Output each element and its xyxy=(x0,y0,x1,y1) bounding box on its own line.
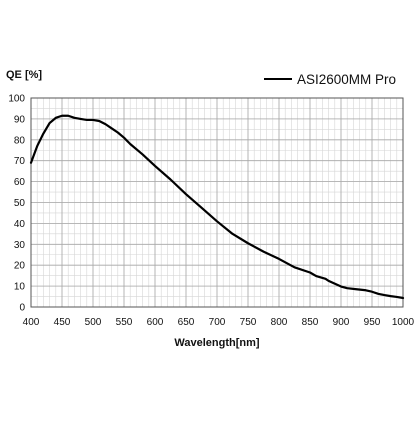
x-tick-label: 900 xyxy=(333,317,350,328)
x-tick-label: 450 xyxy=(54,317,71,328)
grid-lines xyxy=(30,97,404,308)
y-tick-label: 60 xyxy=(14,177,26,188)
y-tick-label: 10 xyxy=(14,282,26,293)
x-tick-label: 850 xyxy=(302,317,319,328)
plot-frame xyxy=(30,97,404,308)
x-tick-label: 600 xyxy=(147,317,164,328)
x-tick-label: 700 xyxy=(209,317,226,328)
series-line xyxy=(29,114,405,300)
x-tick-label: 750 xyxy=(240,317,257,328)
y-axis-title: QE [%] xyxy=(6,69,42,81)
x-tick-label: 500 xyxy=(85,317,102,328)
x-tick-label: 950 xyxy=(364,317,381,328)
y-tick-label: 40 xyxy=(14,219,26,230)
x-tick-label: 650 xyxy=(178,317,195,328)
legend-label: ASI2600MM Pro xyxy=(297,72,396,87)
y-tick-label: 100 xyxy=(8,94,25,105)
y-tick-label: 90 xyxy=(14,114,26,125)
x-tick-label: 800 xyxy=(271,317,288,328)
y-tick-label: 80 xyxy=(14,135,26,146)
y-tick-label: 0 xyxy=(19,303,25,314)
x-tick-label: 400 xyxy=(23,317,40,328)
y-tick-label: 20 xyxy=(14,261,26,272)
x-axis-title: Wavelength[nm] xyxy=(174,337,259,349)
y-tick-label: 70 xyxy=(14,156,26,167)
y-tick-label: 30 xyxy=(14,240,26,251)
x-tick-label: 1000 xyxy=(392,317,415,328)
x-tick-label: 550 xyxy=(116,317,133,328)
y-tick-label: 50 xyxy=(14,198,26,209)
